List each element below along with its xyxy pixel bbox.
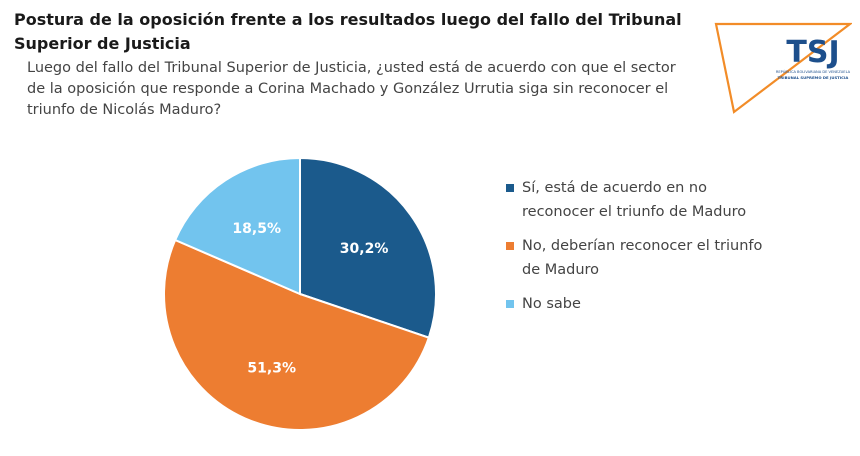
pie-slice-no-sabe [173, 156, 301, 296]
data-label-si: 30,2% [340, 241, 389, 257]
legend-swatch-no [506, 242, 514, 250]
logo-mark: TSJ [786, 35, 839, 70]
chart-subtitle: Luego del fallo del Tribunal Superior de… [27, 60, 676, 118]
legend-swatch-no-sabe [506, 300, 514, 308]
pie-slice-labels: 30,2% 51,3% 18,5% [232, 221, 388, 377]
legend-label-no: No, deberían reconocer el triunfo de Mad… [522, 238, 763, 278]
logo-line2: TRIBUNAL SUPREMO DE JUSTICIA [778, 75, 849, 80]
legend-label-si: Sí, está de acuerdo en no reconocer el t… [522, 180, 747, 220]
logo-frame [714, 22, 852, 114]
legend: Sí, está de acuerdo en no reconocer el t… [506, 176, 766, 316]
pie-slice-no [163, 238, 431, 431]
pie-slice-si [299, 156, 437, 339]
legend-item-si: Sí, está de acuerdo en no reconocer el t… [506, 176, 766, 224]
legend-item-no: No, deberían reconocer el triunfo de Mad… [506, 234, 766, 282]
data-label-no-sabe: 18,5% [232, 221, 281, 237]
legend-label-no-sabe: No sabe [522, 296, 581, 312]
legend-item-no-sabe: No sabe [506, 292, 766, 316]
logo-line1: REPÚBLICA BOLIVARIANA DE VENEZUELA [776, 69, 851, 74]
data-label-no: 51,3% [247, 361, 296, 377]
tsj-logo: TSJ REPÚBLICA BOLIVARIANA DE VENEZUELA T… [714, 22, 852, 114]
chart-title: Postura de la oposición frente a los res… [14, 10, 682, 53]
pie-slices [163, 156, 437, 431]
legend-swatch-si [506, 184, 514, 192]
